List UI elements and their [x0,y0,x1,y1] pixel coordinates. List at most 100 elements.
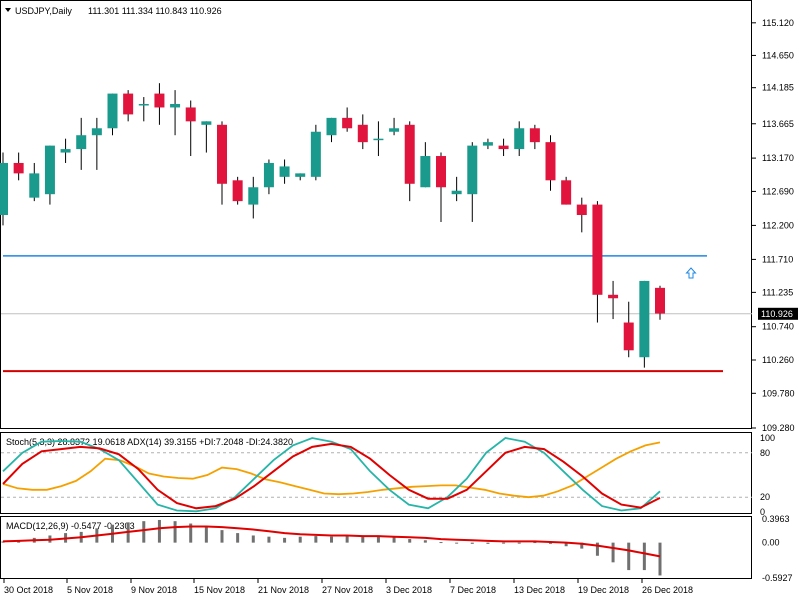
macd-bar [470,542,474,544]
candle-body [232,180,243,202]
macd-bar [142,521,146,543]
candle-body [76,135,87,150]
dropdown-triangle-icon[interactable] [5,8,11,12]
horizontal-lines[interactable] [1,255,752,373]
date-tick-label: 27 Nov 2018 [322,585,373,595]
candle [389,117,400,136]
macd-bar [314,536,318,543]
candle-body [107,93,118,129]
date-tick-label: 9 Nov 2018 [131,585,177,595]
candle-body [608,294,619,299]
candle [639,280,650,368]
candle-body [545,142,556,181]
current-price-box [758,307,798,320]
adx-line [2,441,661,499]
stoch-signal-line [2,442,661,510]
up-arrow-icon[interactable] [685,267,697,279]
date-tick-label: 5 Nov 2018 [67,585,113,595]
current-price-label: 110.926 [761,309,793,319]
date-tick-label: 30 Oct 2018 [4,585,53,595]
candle [529,124,540,150]
candle-body [404,124,415,184]
candle-body [91,128,102,136]
candle [248,176,259,219]
candle [498,138,509,157]
stoch-main-line [2,437,661,513]
macd-bar [173,521,177,543]
price-tick-label: 113.170 [762,153,794,163]
symbol-label: USDJPY,Daily [15,6,72,16]
macd-bar [611,542,615,563]
macd-tick-label: -0.5927 [762,573,793,583]
macd-bar [423,540,427,543]
candle-body [342,117,353,129]
stoch-series [2,437,661,513]
price-tick-label: 111.235 [762,287,793,297]
candle-body [201,121,212,125]
date-tick-label: 7 Dec 2018 [450,585,496,595]
macd-bar [627,542,631,571]
candle-body [310,131,321,177]
price-tick-label: 111.710 [762,254,793,264]
candle-body [389,128,400,132]
macd-bar [439,542,443,544]
candle [107,93,118,136]
candle-body [576,204,587,215]
candle-body [623,322,634,351]
candle-body [185,107,196,122]
macd-bar [189,523,193,543]
candle [482,138,493,150]
candle [561,176,572,205]
price-tick-label: 110.740 [762,322,794,332]
date-tick-label: 19 Dec 2018 [578,585,629,595]
date-tick-label: 15 Nov 2018 [194,585,245,595]
price-tick-label: 109.280 [762,423,795,433]
candle [232,176,243,205]
candle [608,280,619,320]
price-panel[interactable] [0,0,752,429]
price-tick-label: 112.200 [762,220,794,230]
stoch-panel[interactable] [0,432,752,514]
date-tick-label: 13 Dec 2018 [514,585,565,595]
candle-body [467,145,478,195]
candle [576,197,587,233]
price-tick-label: 115.120 [762,18,794,28]
candle [123,90,134,122]
macd-bar [580,542,584,549]
stoch-label: Stoch(5,3,3) 28.8372 19.0618 ADX(14) 39.… [6,437,293,447]
candle [263,159,274,195]
candle-body [123,93,134,115]
macd-bar [408,539,412,543]
macd-signal-line [2,525,661,558]
macd-bar [361,535,365,543]
candle [310,124,321,181]
macd-panel[interactable] [0,516,752,579]
candle-body [561,180,572,205]
candle [138,97,149,122]
candle-body [498,145,509,150]
candle [451,176,462,202]
candle-body [154,93,165,108]
stoch-tick-label: 20 [760,492,770,502]
macd-bar [595,542,599,556]
candle-body [514,128,525,150]
candle [545,135,556,191]
macd-bar [267,536,271,543]
macd-bar [658,542,662,576]
macd-bar [330,536,333,543]
candle-body [29,173,40,198]
stoch-tick-label: 100 [760,433,775,443]
candlesticks [0,83,665,368]
candle-body [482,142,493,146]
macd-bar [1,541,5,543]
price-tick-label: 110.260 [762,355,794,365]
candle [326,117,337,143]
candle [170,90,181,136]
macd-axis: 0.3963 0.00 -0.5927 [762,514,793,583]
candle-body [357,124,368,143]
date-axis: 30 Oct 2018 5 Nov 2018 9 Nov 2018 15 Nov 20… [3,579,693,595]
macd-bar [486,542,490,544]
candle [623,301,634,358]
macd-bar [564,542,568,547]
